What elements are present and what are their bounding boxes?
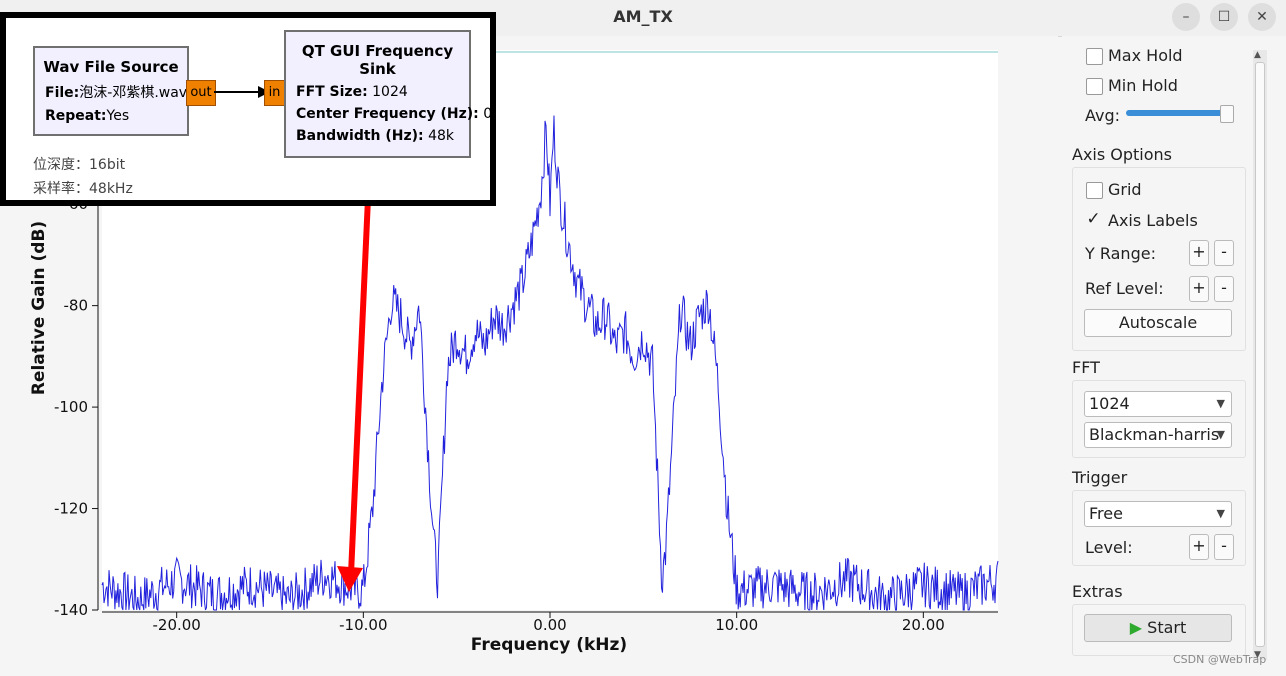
- annotation-arrow-head: [337, 566, 363, 592]
- trigger-group: [1072, 490, 1246, 566]
- repeat-value: Yes: [106, 108, 130, 124]
- avg-slider-track[interactable]: [1126, 110, 1230, 116]
- watermark: CSDN @WebTrap: [1173, 653, 1267, 666]
- trigger-level-minus-button[interactable]: -: [1214, 534, 1234, 560]
- x-tick-label: 0.00: [533, 616, 566, 634]
- x-tick-label: 10.00: [715, 616, 758, 634]
- y-range-label: Y Range:: [1085, 244, 1156, 263]
- fft-group: [1072, 380, 1246, 458]
- trigger-level-plus-button[interactable]: +: [1189, 534, 1209, 560]
- window-title: AM_TX: [613, 7, 673, 26]
- fft-group-title: FFT: [1072, 358, 1100, 377]
- repeat-label: Repeat:: [45, 108, 107, 124]
- sample-rate-note: 采样率：48kHz: [33, 181, 133, 197]
- start-button-label: Start: [1147, 618, 1187, 637]
- chevron-down-icon: ▼: [1216, 428, 1225, 441]
- bit-depth-note: 位深度：16bit: [33, 157, 126, 173]
- scroll-down-icon[interactable]: ▼: [1254, 650, 1261, 660]
- in-port: in: [264, 80, 285, 106]
- bandwidth-label: Bandwidth (Hz):: [296, 128, 424, 144]
- extras-group: [1072, 604, 1246, 656]
- grid-label: Grid: [1108, 180, 1142, 199]
- center-frequency-label: Center Frequency (Hz):: [296, 106, 479, 122]
- close-button[interactable]: ✕: [1248, 3, 1276, 31]
- y-axis-label: Relative Gain (dB): [29, 221, 49, 395]
- x-tick-label: -10.00: [339, 616, 387, 634]
- axis-labels-checkbox[interactable]: ✓: [1086, 209, 1101, 229]
- fft-size-value: 1024: [372, 84, 408, 100]
- ref-level-label: Ref Level:: [1085, 279, 1164, 298]
- flowgraph-overlay: Wav File Source File:泡沫-邓紫棋.wav Repeat:Y…: [0, 12, 496, 206]
- fft-window-select[interactable]: Blackman-harris ▼: [1084, 422, 1232, 448]
- center-frequency-value: 0: [483, 106, 493, 122]
- max-hold-label: Max Hold: [1108, 46, 1183, 65]
- y-tick-label: -80: [64, 297, 89, 315]
- file-value: 泡沫-邓紫棋.wav: [79, 85, 188, 101]
- spectrum-trace: [101, 115, 999, 612]
- fft-size-label: FFT Size:: [296, 84, 368, 100]
- source-repeat-row: Repeat:Yes: [45, 108, 187, 124]
- scrollbar-thumb[interactable]: [1255, 62, 1265, 647]
- wav-file-source-block: Wav File Source File:泡沫-邓紫棋.wav Repeat:Y…: [33, 46, 189, 136]
- scroll-up-icon[interactable]: ▲: [1254, 50, 1261, 60]
- y-range-plus-button[interactable]: +: [1189, 240, 1209, 266]
- max-hold-checkbox[interactable]: [1086, 48, 1103, 65]
- control-panel: Max Hold Min Hold Avg: Axis Options Grid…: [1062, 36, 1286, 676]
- fft-size-select[interactable]: 1024 ▼: [1084, 391, 1232, 417]
- annotation-arrow-line: [348, 153, 373, 575]
- bandwidth-value: 48k: [428, 128, 455, 144]
- min-hold-label: Min Hold: [1108, 76, 1178, 95]
- file-label: File:: [45, 85, 80, 101]
- y-tick-label: -100: [54, 398, 88, 416]
- trigger-mode-select-value: Free: [1089, 504, 1123, 523]
- avg-slider-fill: [1126, 110, 1230, 116]
- center-frequency-row: Center Frequency (Hz): 0: [296, 106, 492, 122]
- grid-checkbox[interactable]: [1086, 182, 1103, 199]
- min-hold-checkbox[interactable]: [1086, 78, 1103, 95]
- x-axis-label: Frequency (kHz): [471, 635, 627, 655]
- bandwidth-row: Bandwidth (Hz): 48k: [296, 128, 469, 144]
- y-tick-label: -140: [54, 601, 88, 619]
- qt-gui-frequency-sink-block: QT GUI Frequency Sink FFT Size: 1024 Cen…: [284, 30, 492, 158]
- trigger-level-label: Level:: [1085, 538, 1133, 557]
- extras-group-title: Extras: [1072, 582, 1123, 601]
- y-range-minus-button[interactable]: -: [1214, 240, 1234, 266]
- minimize-button[interactable]: –: [1172, 3, 1200, 31]
- fft-window-select-value: Blackman-harris: [1089, 425, 1220, 444]
- x-tick-label: -20.00: [152, 616, 200, 634]
- avg-slider-handle[interactable]: [1220, 105, 1234, 123]
- maximize-button[interactable]: ☐: [1210, 3, 1238, 31]
- chevron-down-icon: ▼: [1216, 397, 1225, 410]
- trigger-mode-select[interactable]: Free ▼: [1084, 501, 1232, 527]
- ref-level-minus-button[interactable]: -: [1214, 276, 1234, 302]
- play-icon: ▶: [1129, 618, 1143, 637]
- ref-level-plus-button[interactable]: +: [1189, 276, 1209, 302]
- panel-scrollbar[interactable]: [1253, 50, 1267, 660]
- axis-labels-label: Axis Labels: [1108, 211, 1198, 230]
- trigger-group-title: Trigger: [1072, 468, 1128, 487]
- chevron-down-icon: ▼: [1216, 507, 1225, 520]
- out-port: out: [186, 80, 216, 106]
- axis-options-title: Axis Options: [1072, 145, 1173, 164]
- fft-size-select-value: 1024: [1089, 394, 1130, 413]
- autoscale-button[interactable]: Autoscale: [1084, 309, 1232, 337]
- x-tick-label: 20.00: [902, 616, 945, 634]
- y-tick-label: -120: [54, 500, 88, 518]
- sink-block-title: QT GUI Frequency Sink: [301, 42, 454, 78]
- start-button[interactable]: ▶ Start: [1084, 614, 1232, 642]
- axis-options-group: [1072, 167, 1246, 351]
- avg-label: Avg:: [1085, 106, 1121, 125]
- source-file-row: File:泡沫-邓紫棋.wav: [45, 82, 187, 102]
- source-block-title: Wav File Source: [43, 58, 179, 76]
- connection-arrow: [214, 86, 270, 98]
- fft-size-row: FFT Size: 1024: [296, 84, 469, 100]
